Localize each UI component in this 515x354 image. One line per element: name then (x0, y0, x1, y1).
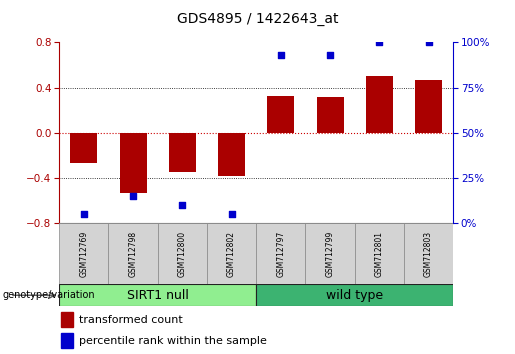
Point (178, 202, 186, 208)
Text: GSM712802: GSM712802 (227, 231, 236, 277)
Text: GSM712801: GSM712801 (375, 231, 384, 277)
Point (424, 40, 433, 45)
Bar (355, 223, 404, 285)
Bar (207, 223, 256, 285)
Bar (317, 97, 344, 133)
Text: genotype/variation: genotype/variation (3, 290, 95, 300)
Point (326, 52, 334, 58)
Point (277, 52, 285, 58)
Text: GSM712798: GSM712798 (129, 231, 138, 277)
Point (80, 211, 88, 217)
Text: GSM712769: GSM712769 (79, 231, 89, 277)
Bar (109, 223, 158, 285)
Bar (305, 223, 355, 285)
Text: GSM712797: GSM712797 (277, 231, 285, 277)
Bar (61, 312, 73, 327)
Bar (415, 80, 442, 133)
Bar (71, 133, 97, 163)
Bar (59, 223, 109, 285)
Bar (59, 284, 256, 306)
Bar (404, 223, 453, 285)
Bar (61, 333, 73, 348)
Text: GSM712800: GSM712800 (178, 231, 187, 277)
Point (228, 211, 236, 217)
Bar (158, 223, 207, 285)
Text: GSM712803: GSM712803 (424, 231, 433, 277)
Bar (218, 133, 245, 176)
Text: percentile rank within the sample: percentile rank within the sample (79, 336, 267, 346)
Bar (256, 223, 305, 285)
Point (129, 193, 137, 199)
Text: SIRT1 null: SIRT1 null (127, 289, 188, 302)
Bar (169, 133, 196, 172)
Bar (119, 133, 147, 193)
Bar (366, 76, 393, 133)
Text: transformed count: transformed count (79, 315, 183, 325)
Point (375, 40, 384, 45)
Text: wild type: wild type (326, 289, 383, 302)
Bar (256, 284, 453, 306)
Text: GSM712799: GSM712799 (325, 231, 335, 277)
Text: GDS4895 / 1422643_at: GDS4895 / 1422643_at (177, 12, 338, 27)
Bar (267, 96, 295, 133)
